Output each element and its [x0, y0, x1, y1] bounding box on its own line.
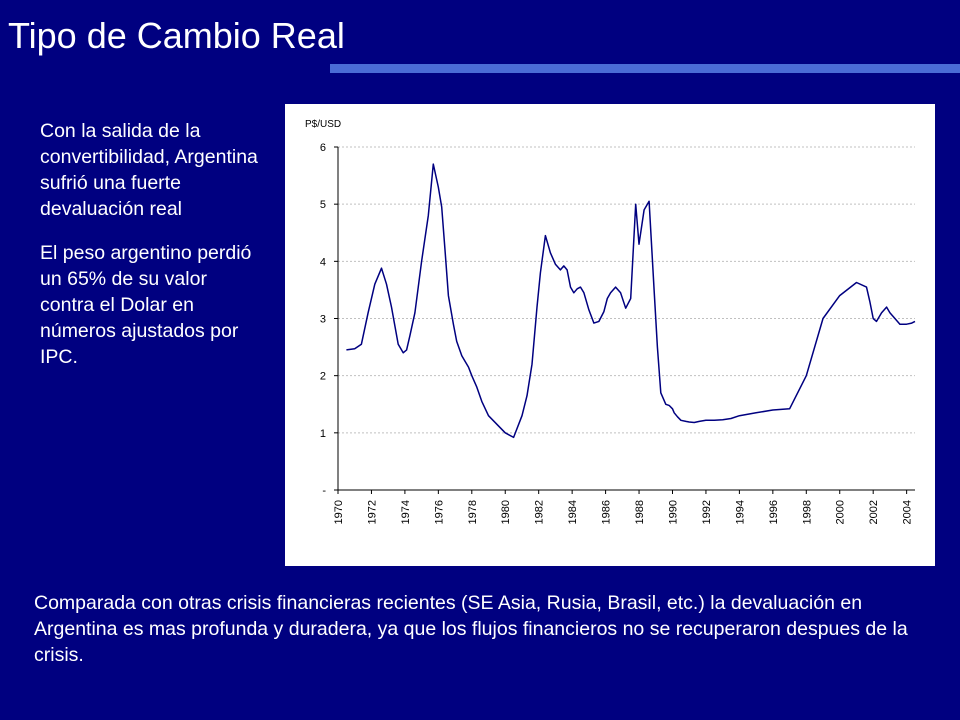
side-text: Con la salida de la convertibilidad, Arg… [40, 118, 260, 388]
x-tick-label-1978: 1978 [467, 500, 479, 524]
x-tick-label-1994: 1994 [734, 500, 746, 524]
title-underline-gap [0, 64, 330, 73]
x-tick-label-1976: 1976 [433, 500, 445, 524]
x-tick-label-1980: 1980 [500, 500, 512, 524]
chart-canvas: P$/USD - 1 2 3 4 5 6 1970 1972 1974 1976 1978 1980 198… [305, 119, 916, 524]
x-tick-label-1972: 1972 [366, 500, 378, 524]
x-tick-label-1970: 1970 [333, 500, 345, 524]
y-unit-label: P$/USD [305, 119, 341, 130]
side-paragraph-convertibility: Con la salida de la convertibilidad, Arg… [40, 120, 258, 220]
x-tick-label-1992: 1992 [701, 500, 713, 524]
y-tick-label-3: 3 [320, 314, 326, 326]
x-tick-label-1988: 1988 [634, 500, 646, 524]
y-tick-label-0: - [322, 485, 326, 497]
y-tick-label-2: 2 [320, 371, 326, 383]
bottom-paragraph: Comparada con otras crisis financieras r… [34, 592, 908, 666]
x-tick-label-1982: 1982 [534, 500, 546, 524]
series-line-0 [346, 163, 916, 439]
x-tick-label-1998: 1998 [801, 500, 813, 524]
y-tick-label-5: 5 [320, 199, 326, 211]
x-tick-label-1984: 1984 [567, 500, 579, 524]
x-tick-label-1996: 1996 [768, 500, 780, 524]
x-tick-label-2002: 2002 [868, 500, 880, 524]
x-tick-label-1986: 1986 [601, 500, 613, 524]
slide-title: Tipo de Cambio Real [8, 15, 345, 56]
y-tick-label-4: 4 [320, 256, 326, 268]
side-paragraph-peso-loss: El peso argentino perdió un 65% de su va… [40, 242, 252, 368]
x-tick-label-1974: 1974 [400, 500, 412, 524]
x-tick-label-2004: 2004 [902, 500, 914, 524]
y-tick-label-6: 6 [320, 142, 326, 154]
y-tick-label-1: 1 [320, 428, 326, 440]
exchange-rate-chart: P$/USD - 1 2 3 4 5 6 1970 1972 1974 1976 1978 1980 198… [285, 104, 935, 566]
x-tick-label-2000: 2000 [835, 500, 847, 524]
x-tick-label-1990: 1990 [667, 500, 679, 524]
title-underline [0, 64, 960, 73]
